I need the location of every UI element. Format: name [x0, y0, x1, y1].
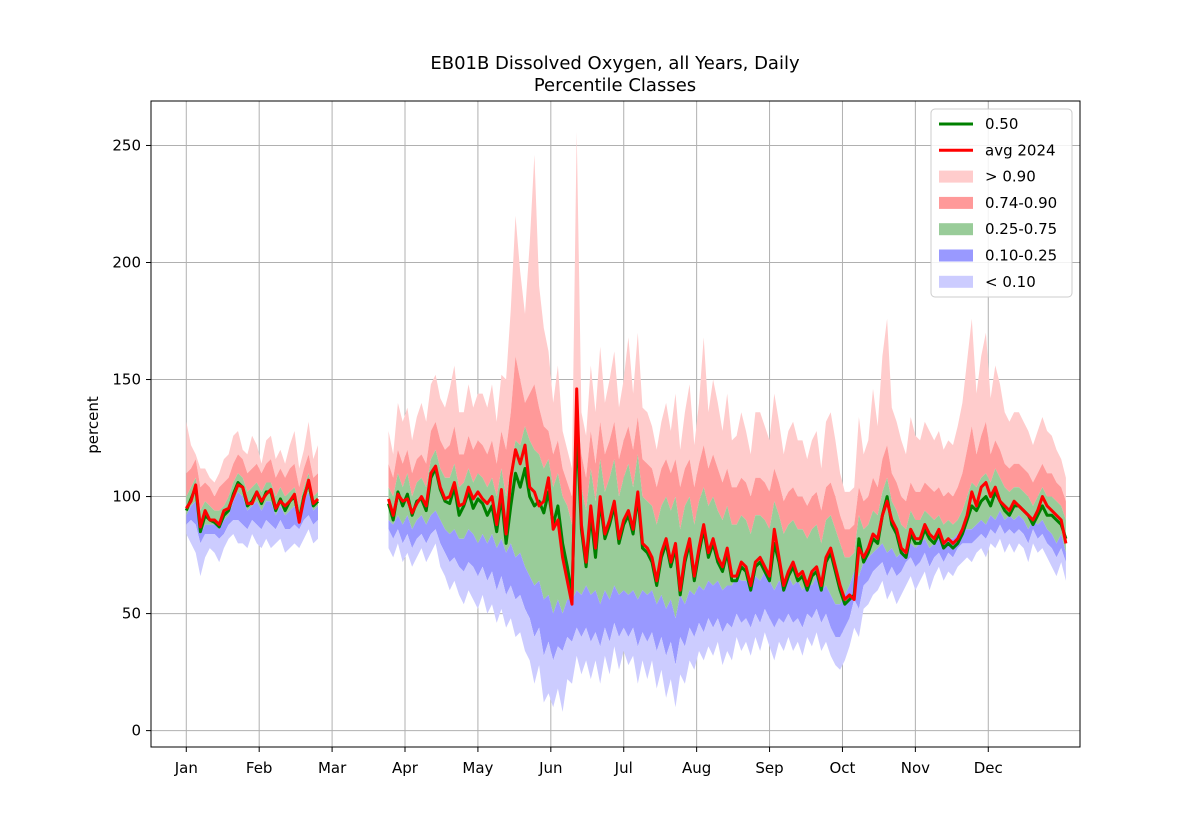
legend: 0.50 avg 2024 > 0.90 0.74-0.90 0.25-0.75 0.10…: [930, 108, 1073, 298]
x-tick-label: Mar: [318, 759, 347, 777]
x-tick-label: Dec: [974, 759, 1003, 777]
legend-swatch: [939, 196, 973, 209]
x-tick-label: Nov: [901, 759, 930, 777]
band-74-90: [186, 454, 318, 511]
y-axis-label: percent: [84, 396, 102, 454]
legend-swatch: [939, 223, 973, 236]
legend-label: 0.10-0.25: [985, 247, 1057, 265]
x-tick-label: May: [462, 759, 493, 777]
band-10-25: [388, 510, 1066, 666]
band-below-10: [186, 515, 318, 577]
legend-swatch: [939, 275, 973, 288]
x-tick-label: Feb: [246, 759, 273, 777]
y-tick-label: 150: [112, 371, 141, 389]
y-tick-label: 100: [112, 488, 141, 506]
legend-label: > 0.90: [985, 168, 1036, 186]
axes-frame: [150, 100, 1081, 748]
chart-title-line2: Percentile Classes: [534, 75, 696, 96]
x-tick-label: Oct: [829, 759, 855, 777]
x-tick-label: Aug: [682, 759, 711, 777]
y-axis-ticks: 0 50 100 150 200 250: [112, 136, 151, 740]
y-tick-label: 0: [131, 722, 141, 740]
band-25-75: [388, 421, 1066, 619]
band-above-90: [388, 131, 1066, 530]
band-10-25: [186, 491, 318, 544]
avg-2024-line: [387, 387, 1068, 606]
series-lines: [184, 387, 1068, 606]
legend-label: 0.50: [985, 115, 1018, 133]
legend-swatch: [939, 249, 973, 262]
y-tick-label: 200: [112, 254, 141, 272]
x-tick-label: Jun: [538, 759, 562, 777]
legend-swatch: [939, 170, 973, 183]
x-tick-label: Jan: [174, 759, 198, 777]
x-tick-label: Apr: [392, 759, 419, 777]
legend-label: 0.74-0.90: [985, 194, 1057, 212]
avg-2024-line: [185, 478, 320, 529]
band-74-90: [388, 356, 1066, 558]
chart-title-line1: EB01B Dissolved Oxygen, all Years, Daily: [430, 53, 800, 74]
x-axis-ticks: Jan Feb Mar Apr May Jun Jul Aug Sep Oct Nov Dec: [174, 747, 1003, 777]
legend-label: < 0.10: [985, 273, 1036, 291]
x-tick-label: Sep: [755, 759, 783, 777]
band-below-10: [388, 524, 1066, 712]
x-tick-label: Jul: [614, 759, 633, 777]
y-tick-label: 250: [112, 136, 141, 154]
legend-label: avg 2024: [985, 141, 1056, 159]
y-tick-label: 50: [122, 605, 141, 623]
plot-area: Jan Feb Mar Apr May Jun Jul Aug Sep Oct Nov Dec 0 50…: [112, 100, 1081, 777]
legend-label: 0.25-0.75: [985, 220, 1057, 238]
band-above-90: [186, 421, 318, 497]
